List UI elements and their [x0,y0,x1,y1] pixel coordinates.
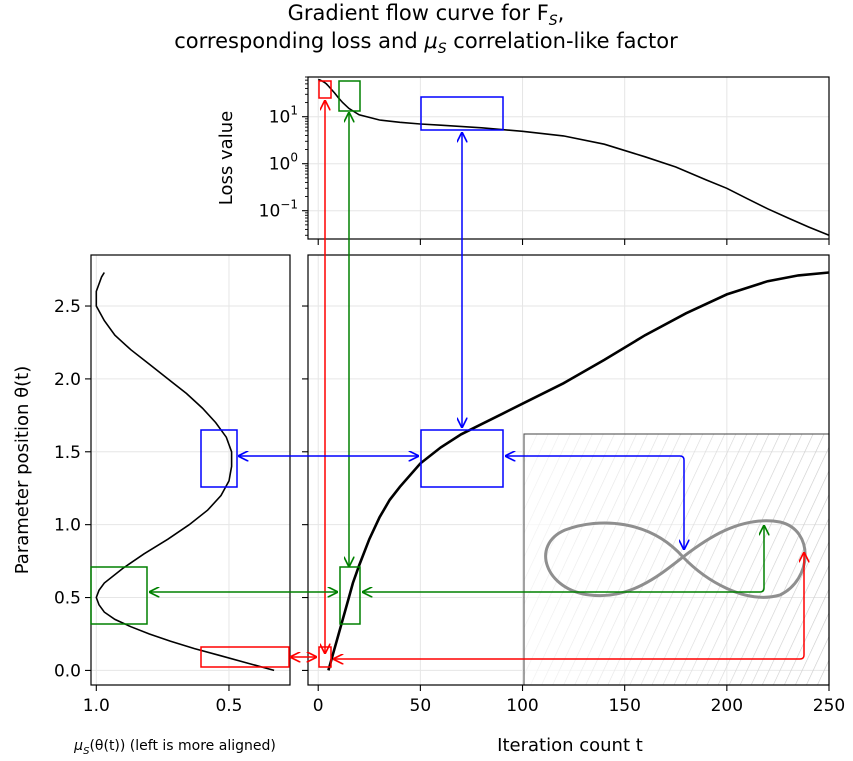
theta-xtick-label: 50 [410,696,432,716]
mu-xtick-label: 1.0 [83,696,110,716]
theta-ytick-label: 0.0 [54,661,81,681]
theta-xlabel: Iteration count t [497,735,643,756]
theta-xtick-label: 250 [813,696,845,716]
theta-ytick-label: 2.0 [54,370,81,390]
theta-ytick-label: 1.0 [54,516,81,536]
loss-panel-frame [307,76,830,240]
annotation-boxes [90,80,504,668]
theta-ylabel: Parameter position θ(t) [12,366,33,575]
mu-curve [95,272,275,672]
theta-ytick-label: 1.5 [54,443,81,463]
red-box-mu [200,646,290,668]
theta-xtick-label: 0 [313,696,324,716]
green-box-loss [338,80,361,112]
inset-hatched-box [523,433,830,686]
annotation-arrows [150,101,804,659]
chart-title-line1: Gradient flow curve for FS, [288,1,565,29]
loss-curve [317,78,830,237]
blue-inset-arrow [506,456,684,549]
mu-xtick-label: 0.5 [215,696,242,716]
mu-panel-frame [90,254,291,686]
theta-panel: 0 50 100 150 200 250 0.0 0.5 1.0 1.5 2.0 2.5 Param… [12,254,845,756]
loss-panel: 101 100 10−1 Loss value [216,76,830,245]
mu-xlabel: μS(θ(t)) (left is more aligned) [73,738,276,757]
theta-ytick-label: 0.5 [54,589,81,609]
green-box-mu [90,566,148,625]
mu-panel: 1.0 0.5 μS(θ(t)) (left is more aligned) [73,254,291,757]
blue-box-mu [200,429,238,488]
theta-xtick-label: 100 [506,696,538,716]
loss-ytick-label: 101 [269,104,298,128]
red-box-loss [318,80,332,99]
blue-box-loss [420,96,504,131]
blue-box-theta [420,429,504,488]
loss-ytick-label: 100 [269,151,298,175]
theta-xtick-label: 200 [711,696,743,716]
theta-panel-frame [307,254,830,686]
theta-ytick-label: 2.5 [54,297,81,317]
loss-ylabel: Loss value [216,111,237,205]
red-inset-arrow [334,553,804,659]
loss-ytick-label: 10−1 [259,198,298,222]
chart-title-line2: corresponding loss and μS correlation-li… [174,29,678,57]
theta-xtick-label: 150 [608,696,640,716]
